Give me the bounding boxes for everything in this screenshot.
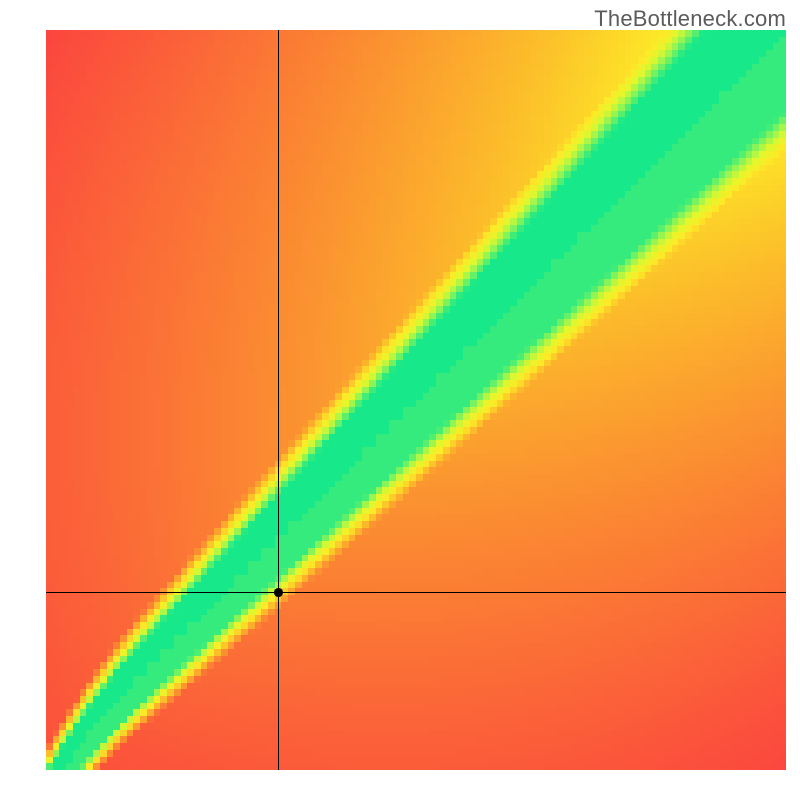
- bottleneck-heatmap: [46, 30, 786, 770]
- chart-container: TheBottleneck.com: [0, 0, 800, 800]
- watermark-label: TheBottleneck.com: [594, 6, 786, 32]
